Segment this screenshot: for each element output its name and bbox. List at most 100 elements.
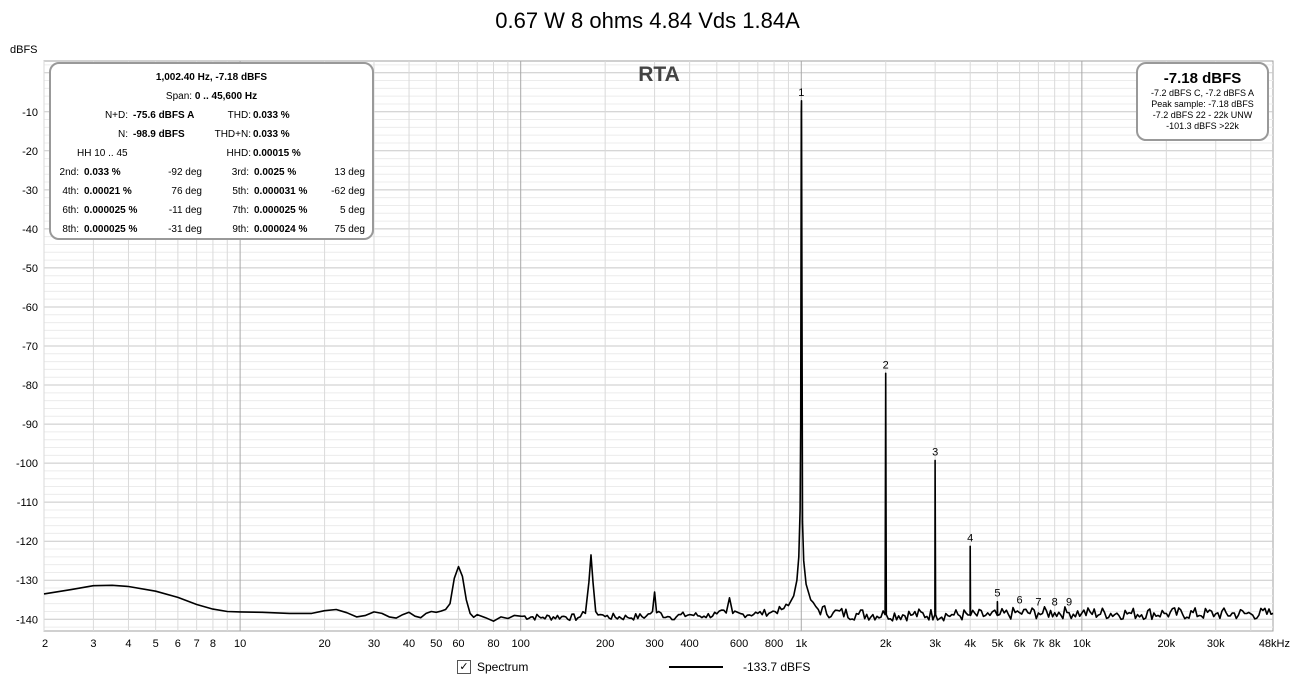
y-tick-label: -50: [22, 263, 38, 275]
y-tick-label: -120: [16, 536, 38, 548]
peak-level-weighted: -7.2 dBFS C, -7.2 dBFS A: [1150, 88, 1255, 98]
x-tick-label: 10: [234, 638, 246, 650]
harmonic-marker-label: 7: [1035, 597, 1041, 609]
peak-above-22k: -101.3 dBFS >22k: [1166, 121, 1239, 131]
harmonic-label: 7th:: [232, 205, 249, 216]
harmonic-phase: 13 deg: [334, 167, 365, 178]
harmonic-phase: -62 deg: [331, 186, 365, 197]
harmonic-label: 4th:: [62, 186, 79, 197]
harmonic-value: 0.00021 %: [84, 186, 132, 197]
x-tick-labels: 2 3 4 5 6 7 8 10 20 30 40 50 60 80 100 200 300 400 600 800 1…: [42, 638, 1290, 650]
harmonic-value: 0.0025 %: [254, 167, 297, 178]
hhd-label: HHD:: [226, 148, 251, 159]
x-tick-label: 3: [90, 638, 96, 650]
harmonic-marker-label: 5: [994, 588, 1000, 600]
harmonic-phase: 75 deg: [334, 224, 365, 235]
y-tick-label: -110: [17, 497, 38, 509]
x-tick-label: 50: [430, 638, 442, 650]
harmonic-marker-label: 6: [1017, 594, 1023, 606]
peak-level-box[interactable]: -7.18 dBFS -7.2 dBFS C, -7.2 dBFS A Peak…: [1136, 62, 1269, 141]
thd-label: THD:: [227, 110, 251, 121]
legend: ✓ Spectrum -133.7 dBFS: [0, 658, 1295, 678]
y-tick-label: -90: [22, 419, 38, 431]
harmonic-label: 6th:: [62, 205, 79, 216]
x-tick-label: 8k: [1049, 638, 1061, 650]
x-tick-label: 20k: [1157, 638, 1175, 650]
x-tick-label: 400: [680, 638, 698, 650]
n-label: N:: [118, 129, 128, 140]
x-tick-label: 8: [210, 638, 216, 650]
x-tick-label: 5: [153, 638, 159, 650]
x-tick-label: 80: [487, 638, 499, 650]
harmonic-phase: -31 deg: [168, 224, 202, 235]
x-tick-label: 1k: [795, 638, 807, 650]
peak-readout: 1,002.40 Hz, -7.18 dBFS: [155, 72, 268, 83]
x-tick-label: 2: [42, 638, 48, 650]
harmonic-marker-label: 4: [967, 532, 973, 544]
y-tick-labels: -10 -20 -30 -40 -50 -60 -70 -80 -90 -100 -110 -120 -…: [16, 107, 38, 627]
harmonic-label: 8th:: [62, 224, 79, 235]
y-tick-label: -80: [22, 380, 38, 392]
harmonic-label: 2nd:: [59, 167, 79, 178]
x-tick-label: 600: [730, 638, 748, 650]
harmonic-value: 0.000025 %: [84, 224, 138, 235]
x-tick-label: 30k: [1207, 638, 1225, 650]
x-tick-label: 20: [318, 638, 330, 650]
harmonic-phase: 5 deg: [339, 205, 365, 216]
x-tick-label: 7: [194, 638, 200, 650]
x-tick-label: 200: [596, 638, 614, 650]
harmonic-phase: -92 deg: [168, 167, 202, 178]
legend-line-value: -133.7 dBFS: [743, 660, 811, 674]
y-tick-label: -40: [22, 224, 38, 236]
harmonic-value: 0.000031 %: [254, 186, 308, 197]
peak-level-value: -7.18 dBFS: [1163, 70, 1242, 87]
x-tick-label: 300: [645, 638, 663, 650]
span-readout: Span: 0 .. 45,600 Hz: [51, 91, 372, 102]
nd-value: -75.6 dBFS A: [133, 110, 195, 121]
x-tick-label: 40: [403, 638, 415, 650]
harmonic-marker-label: 3: [932, 446, 938, 458]
legend-series-label: Spectrum: [477, 660, 529, 674]
y-tick-label: -10: [22, 107, 38, 119]
harmonic-marker-label: 8: [1052, 597, 1058, 609]
x-tick-label: 6: [175, 638, 181, 650]
hh-range-label: HH 10 .. 45: [77, 148, 128, 159]
x-tick-label: 7k: [1033, 638, 1045, 650]
y-tick-label: -60: [22, 302, 38, 314]
x-tick-label: 5k: [992, 638, 1004, 650]
peak-sample: Peak sample: -7.18 dBFS: [1151, 99, 1254, 109]
y-tick-label: -70: [22, 341, 38, 353]
measurement-info-box[interactable]: 1,002.40 Hz, -7.18 dBFS Span: 0 .. 45,60…: [49, 62, 374, 240]
harmonic-marker-label: 2: [883, 359, 889, 371]
harmonic-phase: 76 deg: [171, 186, 202, 197]
span-value: 0 .. 45,600 Hz: [194, 91, 258, 102]
harmonic-label: 9th:: [232, 224, 249, 235]
harmonic-marker-label: 1: [798, 87, 804, 99]
y-tick-label: -130: [16, 575, 38, 587]
y-tick-label: -140: [16, 614, 38, 626]
harmonic-value: 0.000025 %: [254, 205, 308, 216]
x-tick-label: 6k: [1014, 638, 1026, 650]
x-tick-label: 60: [452, 638, 464, 650]
series-group: [43, 100, 1274, 622]
x-tick-label: 3k: [929, 638, 941, 650]
x-tick-label: 4: [125, 638, 131, 650]
harmonic-phase: -11 deg: [168, 205, 202, 216]
x-tick-label: 100: [512, 638, 530, 650]
y-tick-label: -100: [16, 458, 38, 470]
x-tick-label: 10k: [1073, 638, 1091, 650]
n-value: -98.9 dBFS: [133, 129, 185, 140]
spectrum-line: [43, 100, 1274, 622]
y-axis-label: dBFS: [10, 44, 38, 56]
harmonic-label: 3rd:: [231, 167, 249, 178]
x-tick-label: 30: [368, 638, 380, 650]
legend-line-swatch: [669, 666, 723, 668]
harmonic-markers: 1 2 3 4 5 6 7 8 9: [798, 87, 1072, 609]
spectrum-checkbox[interactable]: ✓: [457, 660, 471, 674]
peak-unweighted: -7.2 dBFS 22 - 22k UNW: [1152, 110, 1253, 120]
x-tick-label: 2k: [880, 638, 892, 650]
harmonic-marker-label: 9: [1066, 597, 1072, 609]
nd-label: N+D:: [104, 110, 128, 121]
thdn-value: 0.033 %: [253, 129, 290, 140]
harmonic-value: 0.000025 %: [84, 205, 138, 216]
